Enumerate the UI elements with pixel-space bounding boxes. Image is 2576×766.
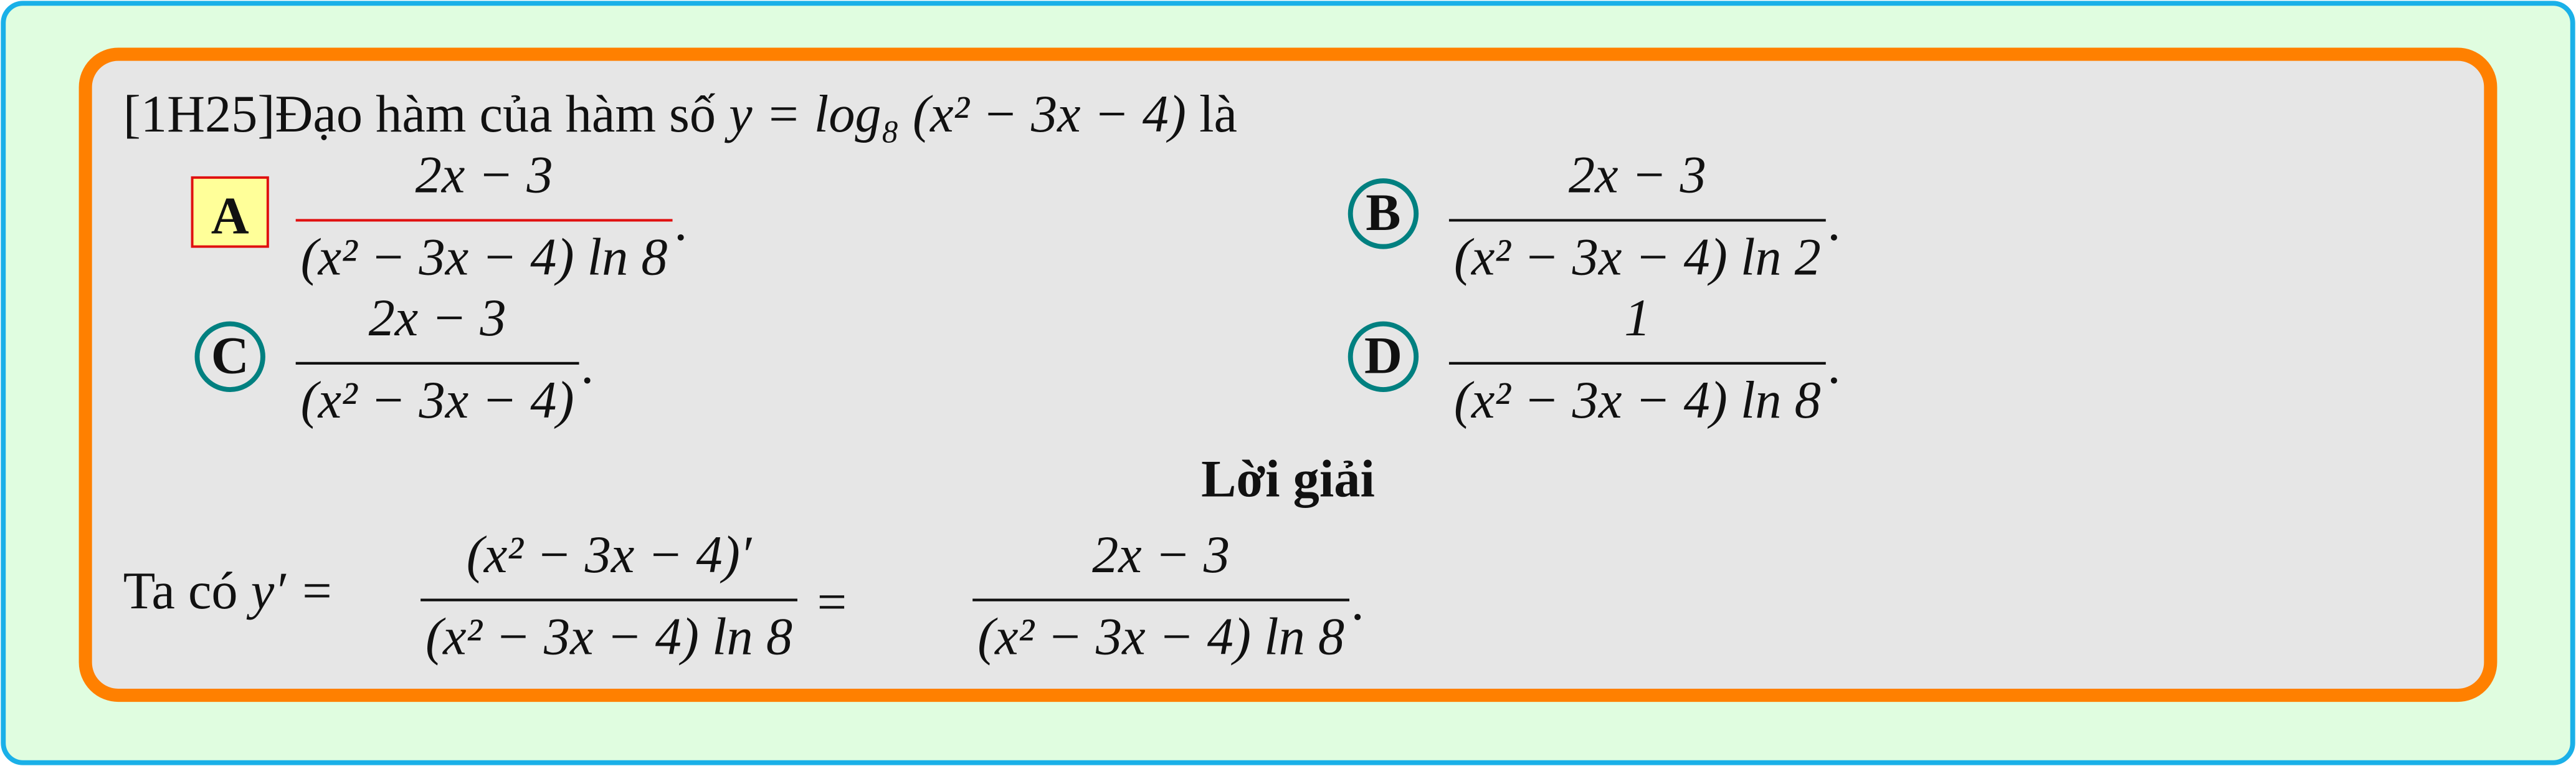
question-line: [1H25]Đạo hàm của hàm số y = log₈ (x² − …	[123, 85, 1237, 143]
question-end: là	[1186, 85, 1237, 143]
question-text: Đạo hàm của hàm số	[275, 85, 729, 143]
option-circle	[1347, 321, 1419, 393]
problem-box	[78, 47, 2498, 702]
denominator: (x² − 3x − 4) ln 8	[1454, 371, 1821, 429]
numerator: 2x − 3	[1569, 146, 1706, 204]
option-letter: D	[1364, 327, 1402, 385]
option-letter: A	[211, 188, 249, 246]
solution-lhs: y′ =	[246, 562, 335, 620]
option-letter: B	[1366, 184, 1400, 242]
option-letter: C	[211, 327, 249, 385]
question-formula: y = log₈ (x² − 3x − 4)	[724, 85, 1186, 143]
solution-line: Ta có y′ =	[123, 562, 335, 620]
numerator: 2x − 3	[369, 289, 506, 347]
question-tag: [1H25]	[123, 85, 275, 143]
period: .	[1827, 194, 1840, 252]
denominator: (x² − 3x − 4) ln 2	[1454, 228, 1821, 286]
numerator: 2x − 3	[416, 146, 553, 204]
period: .	[1827, 337, 1840, 395]
equals: =	[817, 573, 847, 631]
denominator: (x² − 3x − 4) ln 8	[425, 608, 792, 666]
denominator: (x² − 3x − 4) ln 8	[301, 228, 668, 286]
solution-lead: Ta có	[123, 562, 251, 620]
period: .	[674, 194, 687, 252]
numerator: 1	[1624, 289, 1650, 347]
option-circle	[194, 321, 265, 393]
denominator: (x² − 3x − 4)	[301, 371, 574, 429]
answer-box	[191, 176, 269, 248]
period: .	[581, 337, 594, 395]
solution-title: Lời giải	[1201, 450, 1375, 508]
period: .	[1351, 573, 1364, 631]
numerator: (x² − 3x − 4)′	[467, 526, 753, 584]
option-circle	[1347, 178, 1419, 249]
numerator: 2x − 3	[1092, 526, 1230, 584]
denominator: (x² − 3x − 4) ln 8	[977, 608, 1344, 666]
